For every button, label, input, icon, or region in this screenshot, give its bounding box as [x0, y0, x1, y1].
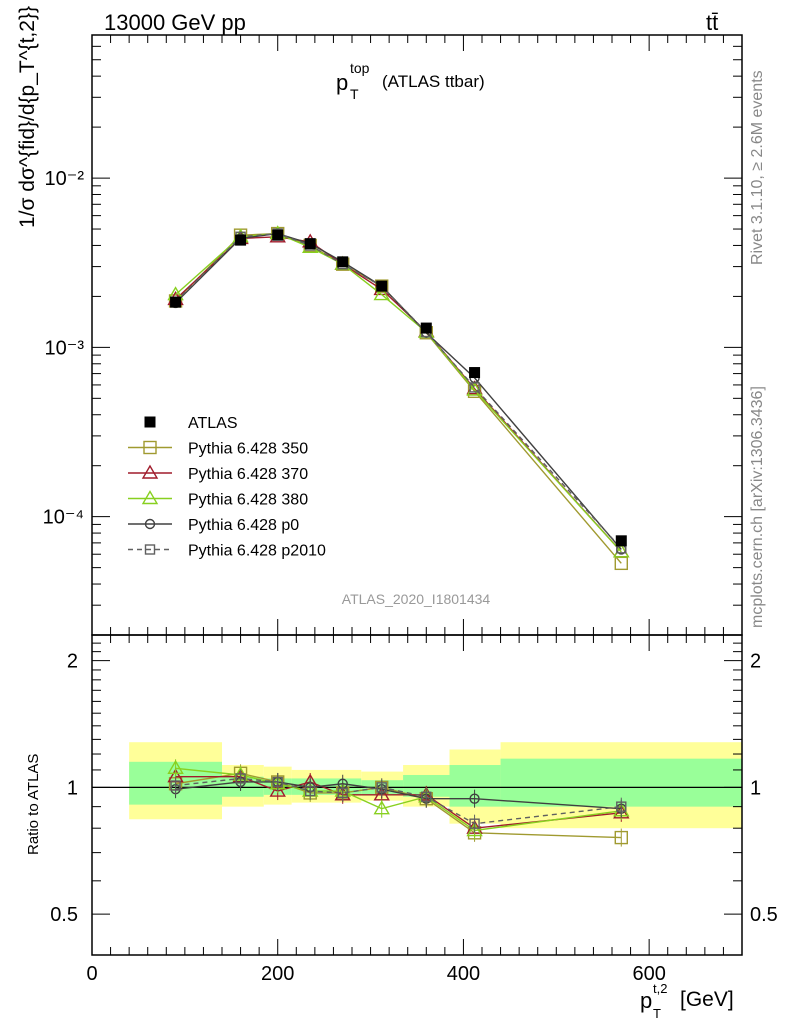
- ratio-point-4-3: [305, 785, 316, 797]
- analysis-tag: ATLAS_2020_I1801434: [342, 591, 491, 607]
- ratio-point-1-2: [269, 782, 286, 797]
- main-title-text: (ATLAS ttbar): [382, 72, 485, 91]
- x-tick-label: 0: [86, 963, 97, 985]
- ratio-point-3-7: [469, 793, 480, 804]
- ratio-point-4-1: [235, 773, 246, 784]
- x-axis-label: p t,2 T [GeV]: [640, 981, 734, 1021]
- main-point-0-1: [235, 234, 247, 246]
- legend-label-4: Pythia 6.428 p0: [188, 517, 299, 534]
- ratio-y-tick-label-right: 0.5: [750, 904, 778, 926]
- ratio-point-0-8: [614, 830, 628, 845]
- ratio-plot-frame: [91, 634, 743, 956]
- main-point-3-5: [373, 286, 390, 301]
- x-tick-label: 600: [632, 963, 665, 985]
- header-energy-label: 13000 GeV pp: [104, 10, 246, 35]
- main-title-symbol: p: [336, 70, 348, 95]
- main-point-0-4: [337, 256, 349, 268]
- main-point-3-7: [466, 381, 483, 396]
- ratio-point-4-4: [337, 787, 348, 799]
- ratio-point-2-7: [466, 822, 483, 837]
- main-point-0-6: [420, 322, 432, 334]
- ratio-point-4-8: [616, 801, 627, 812]
- main-title: p top T (ATLAS ttbar): [336, 60, 485, 102]
- ratio-y-tick-label-right: 1: [750, 777, 761, 799]
- legend-label-1: Pythia 6.428 350: [188, 441, 308, 458]
- legend-marker-1: [143, 440, 157, 455]
- legend-marker-3: [141, 490, 159, 505]
- main-point-0-2: [272, 229, 284, 241]
- legend-label-5: Pythia 6.428 p2010: [188, 543, 326, 560]
- ratio-point-4-6: [421, 791, 432, 802]
- legend-marker-5: [144, 544, 156, 555]
- main-point-0-7: [469, 367, 481, 379]
- main-point-0-0: [170, 296, 182, 308]
- legend-marker-0: [144, 416, 156, 428]
- main-title-subscript: T: [350, 86, 359, 102]
- main-y-tick-label: 10⁻²: [45, 168, 85, 190]
- ratio-y-tick-label-left: 2: [67, 651, 78, 673]
- x-tick-label: 400: [447, 963, 480, 985]
- mcplots-label: mcplots.cern.ch [arXiv:1306.3436]: [749, 386, 766, 628]
- ratio-plot: 0 200 400 600 0.5 0.5 1 1 2 2: [50, 634, 778, 985]
- ratio-y-tick-label-left: 0.5: [50, 904, 78, 926]
- ratio-point-4-0: [170, 780, 181, 791]
- ratio-point-4-2: [272, 776, 283, 788]
- main-y-tick-label: 10⁻³: [45, 337, 85, 359]
- main-y-axis-label: 1/σ dσ^{fid}/d{p_T^{t,2}} [1/GeV]: [16, 0, 39, 228]
- ratio-point-4-7: [469, 818, 480, 829]
- legend-marker-4: [144, 518, 156, 530]
- x-axis-label-unit: [GeV]: [680, 988, 734, 1011]
- main-point-3-8: [613, 543, 630, 558]
- main-plot: 10⁻⁴ 10⁻³ 10⁻²: [43, 34, 743, 636]
- main-point-0-8: [615, 535, 627, 547]
- main-y-tick-label: 10⁻⁴: [43, 507, 84, 529]
- ratio-point-4-5: [376, 782, 387, 793]
- legend-label-2: Pythia 6.428 370: [188, 466, 308, 483]
- main-point-0-3: [304, 238, 316, 250]
- legend-label-0: ATLAS: [188, 415, 238, 432]
- ratio-point-2-5: [373, 800, 390, 815]
- ratio-y-tick-label-right: 2: [750, 651, 761, 673]
- ratio-series-line-4: [175, 777, 622, 825]
- x-axis-label-subscript: T: [653, 1006, 661, 1021]
- legend: ATLAS Pythia 6.428 350 Pythia 6.428 370 Pyt…: [128, 415, 326, 560]
- legend-label-3: Pythia 6.428 380: [188, 492, 308, 509]
- ratio-y-tick-label-left: 1: [67, 777, 78, 799]
- header-process-label: tt̄: [706, 10, 718, 35]
- main-point-5-7: [469, 382, 480, 393]
- main-series-line-1: [175, 232, 622, 564]
- x-tick-label: 200: [261, 963, 294, 985]
- ratio-y-axis-label: Ratio to ATLAS: [25, 754, 42, 855]
- main-point-0-5: [376, 280, 388, 292]
- legend-marker-2: [141, 464, 159, 479]
- x-axis-label-superscript: t,2: [653, 981, 667, 996]
- rivet-version-label: Rivet 3.1.10, ≥ 2.6M events: [749, 70, 766, 265]
- x-axis-label-symbol: p: [640, 988, 652, 1013]
- ratio-point-2-0: [167, 759, 184, 774]
- main-title-superscript: top: [350, 60, 370, 76]
